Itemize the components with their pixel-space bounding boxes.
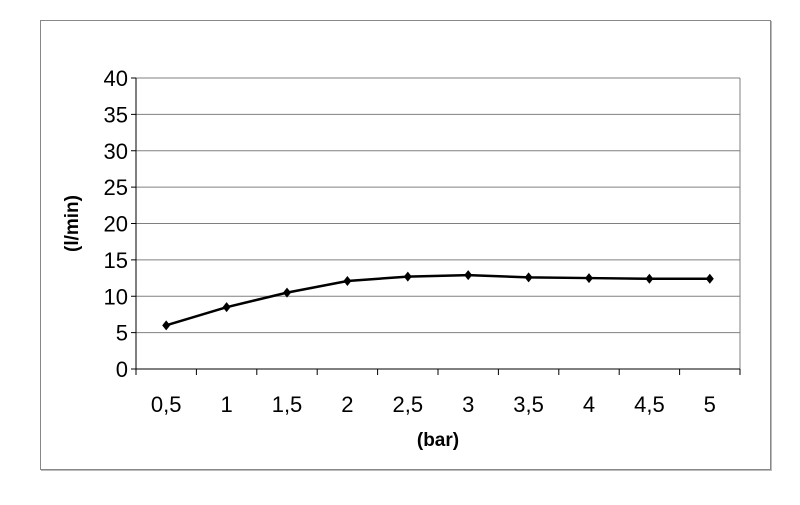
data-point: [283, 287, 291, 298]
y-tick-label: 5: [116, 321, 128, 346]
data-point: [343, 275, 352, 286]
y-tick-label: 10: [104, 284, 128, 309]
data-point: [464, 270, 473, 281]
y-axis-label: (l/min): [62, 195, 83, 252]
data-point: [585, 273, 593, 284]
x-tick-label: 2: [341, 392, 353, 417]
x-tick-label: 3,5: [513, 392, 544, 417]
x-tick-label: 1: [220, 392, 232, 417]
y-tick-label: 35: [104, 102, 128, 127]
y-tick-label: 15: [104, 248, 128, 273]
x-tick-label: 0,5: [151, 392, 182, 417]
y-tick-label: 20: [104, 212, 128, 237]
x-tick-label: 4,5: [634, 392, 665, 417]
data-point: [222, 302, 231, 313]
data-point: [645, 273, 654, 284]
y-tick-label: 40: [104, 66, 128, 91]
data-point: [524, 272, 533, 283]
x-tick-label: 1,5: [272, 392, 303, 417]
x-tick-label: 2,5: [393, 392, 424, 417]
x-tick-label: 4: [583, 392, 595, 417]
x-axis-label: (bar): [417, 430, 459, 451]
y-tick-label: 25: [104, 175, 128, 200]
series-line: [165, 273, 710, 327]
chart-frame: [40, 20, 771, 470]
x-tick-label: 5: [704, 392, 716, 417]
y-tick-label: 0: [116, 357, 128, 382]
data-point: [403, 271, 412, 282]
x-tick-label: 3: [462, 392, 474, 417]
data-point: [705, 273, 714, 284]
y-tick-label: 30: [104, 139, 128, 164]
data-point: [162, 320, 171, 331]
